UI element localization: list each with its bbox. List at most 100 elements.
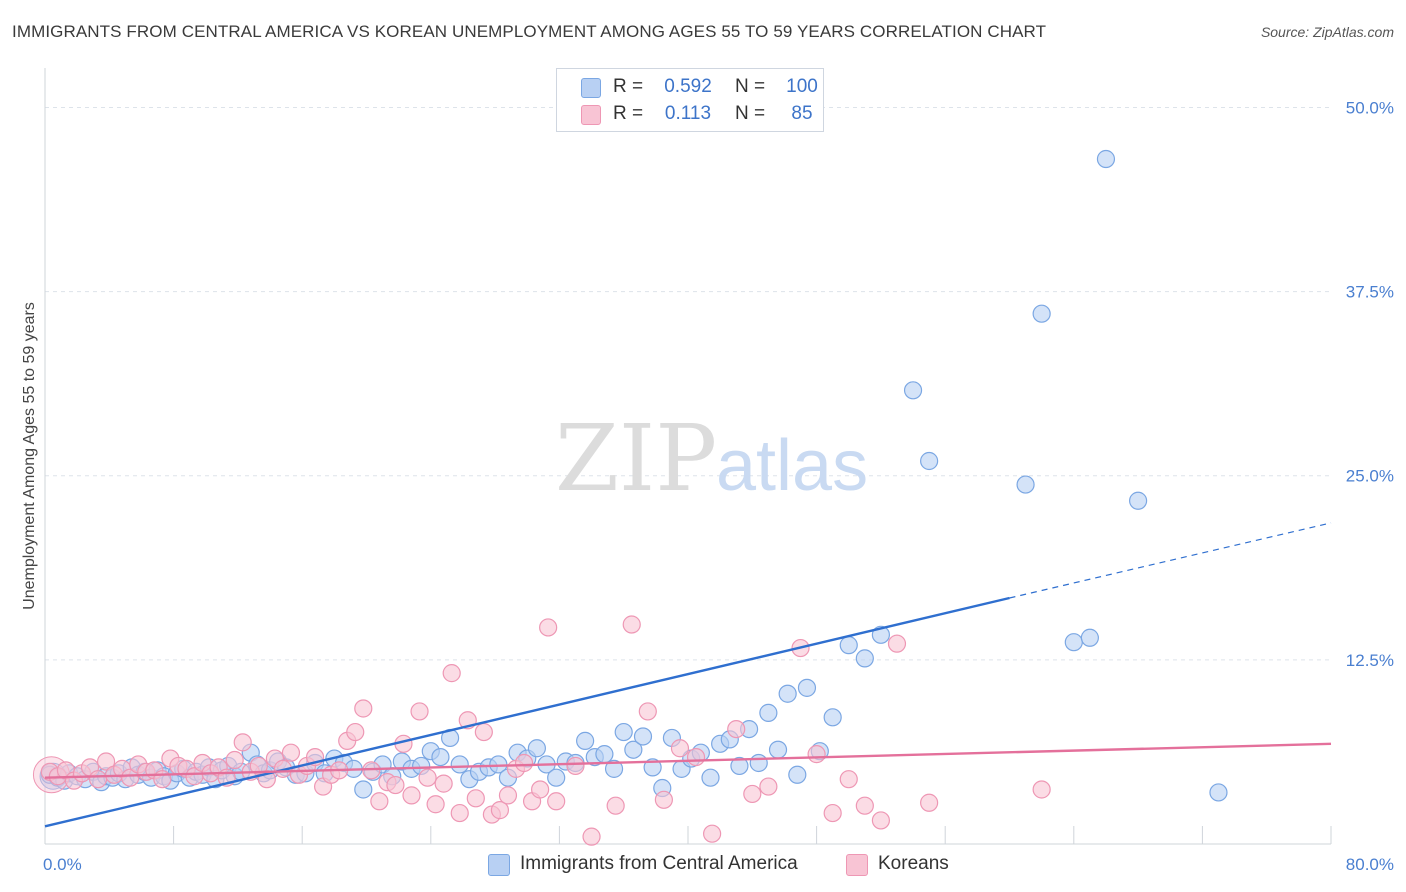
legend-swatch-blue	[488, 854, 510, 876]
data-point-koreans	[759, 777, 778, 796]
data-point-koreans	[354, 699, 373, 718]
data-point-koreans	[807, 745, 826, 764]
legend-r-label: R =	[613, 103, 644, 124]
x-tick-label-end: 80.0%	[1346, 855, 1394, 874]
data-point-koreans	[426, 795, 445, 814]
data-point-koreans	[474, 722, 493, 742]
watermark-atlas: atlas	[716, 426, 868, 506]
data-point-koreans	[249, 756, 268, 776]
data-point-koreans	[121, 768, 140, 787]
data-point-koreans	[823, 803, 842, 823]
data-point-immigrants	[547, 768, 566, 787]
data-point-koreans	[539, 618, 558, 637]
data-point-koreans	[887, 634, 907, 653]
legend-swatch-pink	[846, 854, 868, 876]
data-point-immigrants	[431, 747, 450, 767]
data-point-koreans	[638, 702, 657, 721]
trend-line-immigrants-extension	[1009, 522, 1332, 599]
data-point-immigrants	[920, 451, 939, 471]
data-point-koreans	[490, 801, 510, 820]
data-point-koreans	[410, 702, 429, 721]
data-point-koreans	[514, 753, 534, 773]
legend-r-label: R =	[613, 76, 644, 97]
trend-line-koreans	[44, 742, 1332, 779]
data-point-immigrants	[450, 755, 469, 774]
data-point-koreans	[346, 722, 365, 742]
data-point-koreans	[566, 756, 585, 776]
data-point-koreans	[547, 792, 566, 811]
data-point-koreans	[654, 790, 673, 809]
axes	[44, 68, 1332, 845]
data-point-koreans	[450, 803, 469, 823]
data-point-koreans	[703, 824, 722, 843]
data-point-immigrants	[1209, 783, 1228, 802]
legend-r-value: 0.113	[664, 103, 712, 124]
legend-label-immigrants: Immigrants from Central America	[520, 853, 798, 874]
data-point-immigrants	[1096, 149, 1116, 169]
data-point-koreans	[622, 615, 641, 634]
data-point-koreans	[233, 733, 252, 752]
data-point-koreans	[855, 796, 874, 815]
data-point-immigrants	[701, 768, 720, 787]
watermark: ZIP atlas	[555, 405, 868, 512]
data-point-koreans	[153, 770, 172, 789]
data-point-immigrants	[624, 740, 643, 759]
data-point-immigrants	[595, 745, 614, 764]
data-point-immigrants	[643, 758, 662, 777]
data-point-koreans	[743, 784, 762, 804]
trend-lines	[44, 522, 1332, 828]
series-koreans-points	[32, 615, 1051, 846]
data-point-immigrants	[759, 703, 778, 722]
data-point-immigrants	[1064, 633, 1083, 652]
data-point-koreans	[434, 774, 453, 793]
data-point-koreans	[96, 752, 116, 771]
data-point-immigrants	[354, 780, 373, 799]
trend-line-immigrants	[44, 596, 1010, 828]
data-point-koreans	[466, 789, 485, 808]
data-point-koreans	[225, 750, 244, 770]
data-point-immigrants	[903, 381, 923, 400]
y-tick-label: 50.0%	[1346, 98, 1394, 117]
data-point-immigrants	[768, 740, 788, 759]
data-point-immigrants	[730, 756, 749, 776]
data-point-koreans	[582, 827, 601, 846]
data-point-koreans	[370, 792, 389, 811]
data-point-immigrants	[633, 727, 653, 746]
data-point-immigrants	[527, 739, 546, 758]
correlation-legend: R = 0.592 N = 100 R = 0.113 N = 85	[556, 68, 824, 132]
legend-n-value: 100	[786, 76, 818, 97]
data-point-immigrants	[788, 765, 807, 784]
data-point-koreans	[402, 786, 421, 805]
data-point-koreans	[871, 811, 891, 830]
legend-label-koreans: Koreans	[878, 853, 949, 874]
source-label: Source: ZipAtlas.com	[1260, 24, 1394, 40]
y-tick-label: 25.0%	[1346, 467, 1394, 486]
y-axis-label: Unemployment Among Ages 55 to 59 years	[21, 302, 38, 610]
chart-title: IMMIGRANTS FROM CENTRAL AMERICA VS KOREA…	[12, 22, 1047, 41]
data-point-koreans	[498, 786, 518, 805]
legend-n-label: N =	[735, 103, 766, 124]
data-point-koreans	[442, 664, 461, 683]
data-point-koreans	[386, 775, 405, 795]
data-point-koreans	[1032, 780, 1051, 799]
legend-swatch-blue	[581, 78, 601, 98]
watermark-zip: ZIP	[555, 405, 717, 512]
data-point-koreans	[88, 770, 108, 789]
data-point-immigrants	[778, 684, 797, 703]
tick-labels: 12.5% 25.0% 37.5% 50.0% 0.0% 80.0%	[43, 98, 1394, 874]
data-point-immigrants	[1080, 628, 1099, 647]
y-tick-label: 12.5%	[1346, 651, 1394, 670]
legend-swatch-pink	[581, 105, 601, 125]
data-point-immigrants	[1128, 491, 1148, 510]
legend-r-value: 0.592	[664, 76, 712, 97]
data-point-koreans	[418, 768, 437, 787]
data-point-immigrants	[797, 678, 817, 697]
series-legend: Immigrants from Central America Koreans	[0, 852, 1406, 878]
data-point-immigrants	[1032, 304, 1051, 323]
data-point-immigrants	[604, 759, 624, 778]
data-point-koreans	[606, 796, 625, 815]
data-point-immigrants	[614, 722, 633, 742]
legend-n-label: N =	[735, 76, 766, 97]
data-point-immigrants	[749, 753, 768, 773]
